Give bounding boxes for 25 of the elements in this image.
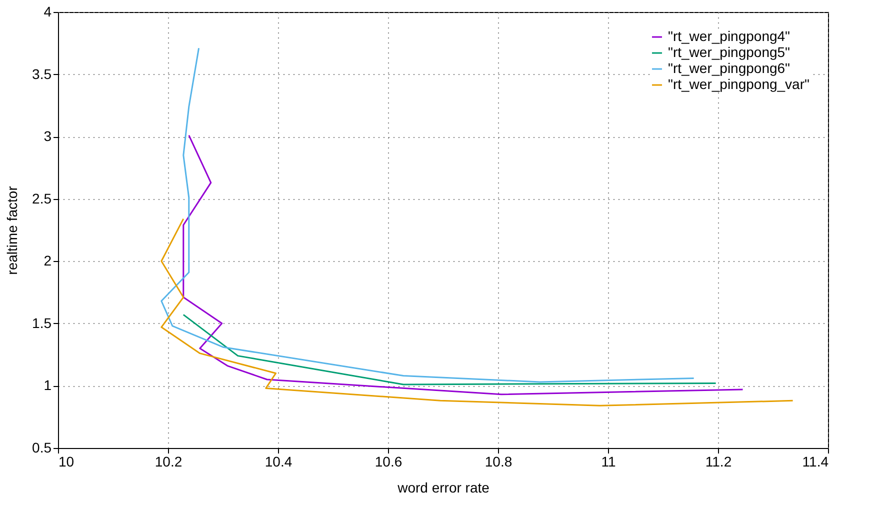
x-tick-label: 10.6 (374, 454, 402, 470)
y-axis-title: realtime factor (4, 186, 20, 275)
y-tick-label: 2.5 (32, 190, 52, 206)
x-tick-label: 10 (58, 454, 74, 470)
y-tick-label: 2 (44, 252, 52, 269)
y-tick-label: 4 (44, 4, 52, 20)
legend-label: "rt_wer_pingpong6" (668, 60, 790, 76)
y-tick-label: 0.5 (32, 440, 52, 456)
y-tick-label: 1.5 (32, 314, 52, 331)
x-tick-label: 11.4 (802, 454, 829, 470)
x-tick-label: 11.2 (705, 454, 732, 470)
x-tick-label: 10.4 (264, 454, 292, 470)
x-tick-label: 10.2 (154, 454, 182, 470)
x-axis-title: word error rate (396, 480, 490, 496)
legend-label: "rt_wer_pingpong5" (668, 44, 790, 60)
legend-label: "rt_wer_pingpong4" (668, 28, 790, 44)
y-tick-label: 3 (44, 128, 52, 144)
line-series (160, 218, 794, 406)
line-series (182, 134, 744, 396)
y-tick-label: 3.5 (32, 66, 52, 82)
x-tick-label: 11 (601, 454, 616, 470)
y-tick-label: 1 (44, 377, 52, 394)
legend-label: "rt_wer_pingpong_var" (668, 76, 810, 92)
x-tick-label: 10.8 (484, 454, 512, 470)
line-series (182, 314, 717, 386)
